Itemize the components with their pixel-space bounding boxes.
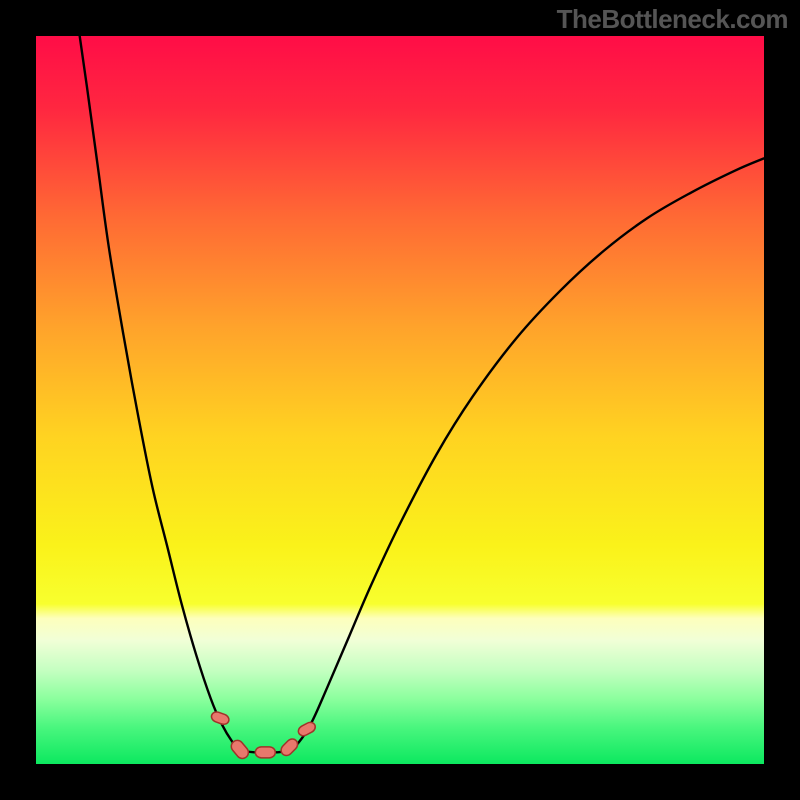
gradient-background bbox=[36, 36, 764, 764]
marker-2 bbox=[255, 747, 275, 758]
chart-frame: TheBottleneck.com bbox=[0, 0, 800, 800]
plot-area bbox=[36, 36, 764, 764]
attribution-label: TheBottleneck.com bbox=[557, 4, 788, 35]
